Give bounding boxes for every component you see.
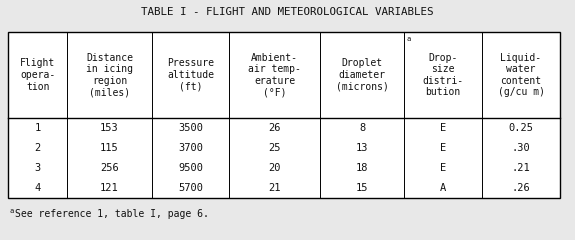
Text: 5700: 5700 bbox=[178, 183, 203, 193]
Text: 13: 13 bbox=[356, 143, 369, 153]
Text: 8: 8 bbox=[359, 123, 365, 133]
Bar bbox=[8, 32, 560, 198]
Text: 21: 21 bbox=[269, 183, 281, 193]
Text: 121: 121 bbox=[100, 183, 119, 193]
Text: 115: 115 bbox=[100, 143, 119, 153]
Bar bbox=[8, 32, 560, 198]
Text: Droplet
diameter
(microns): Droplet diameter (microns) bbox=[336, 58, 389, 92]
Text: a: a bbox=[9, 208, 13, 214]
Text: TABLE I - FLIGHT AND METEOROLOGICAL VARIABLES: TABLE I - FLIGHT AND METEOROLOGICAL VARI… bbox=[141, 7, 434, 17]
Text: 2: 2 bbox=[34, 143, 41, 153]
Text: 3500: 3500 bbox=[178, 123, 203, 133]
Text: 153: 153 bbox=[100, 123, 119, 133]
Text: A: A bbox=[440, 183, 446, 193]
Text: E: E bbox=[440, 163, 446, 173]
Text: Pressure
altitude
(ft): Pressure altitude (ft) bbox=[167, 58, 214, 92]
Text: E: E bbox=[440, 123, 446, 133]
Text: 256: 256 bbox=[100, 163, 119, 173]
Text: Distance
in icing
region
(miles): Distance in icing region (miles) bbox=[86, 53, 133, 97]
Text: See reference 1, table I, page 6.: See reference 1, table I, page 6. bbox=[15, 209, 209, 219]
Text: 9500: 9500 bbox=[178, 163, 203, 173]
Text: 1: 1 bbox=[34, 123, 41, 133]
Text: Liquid-
water
content
(g/cu m): Liquid- water content (g/cu m) bbox=[497, 53, 545, 97]
Text: 15: 15 bbox=[356, 183, 369, 193]
Text: 4: 4 bbox=[34, 183, 41, 193]
Text: Drop-
size
distri-
bution: Drop- size distri- bution bbox=[423, 53, 463, 97]
Text: Flight
opera-
tion: Flight opera- tion bbox=[20, 58, 55, 92]
Text: 20: 20 bbox=[269, 163, 281, 173]
Text: 25: 25 bbox=[269, 143, 281, 153]
Text: 0.25: 0.25 bbox=[508, 123, 534, 133]
Text: 3: 3 bbox=[34, 163, 41, 173]
Text: a: a bbox=[406, 36, 411, 42]
Text: 26: 26 bbox=[269, 123, 281, 133]
Text: E: E bbox=[440, 143, 446, 153]
Text: 18: 18 bbox=[356, 163, 369, 173]
Text: .21: .21 bbox=[512, 163, 530, 173]
Text: .30: .30 bbox=[512, 143, 530, 153]
Text: Ambient-
air temp-
erature
(°F): Ambient- air temp- erature (°F) bbox=[248, 53, 301, 97]
Text: 3700: 3700 bbox=[178, 143, 203, 153]
Text: .26: .26 bbox=[512, 183, 530, 193]
